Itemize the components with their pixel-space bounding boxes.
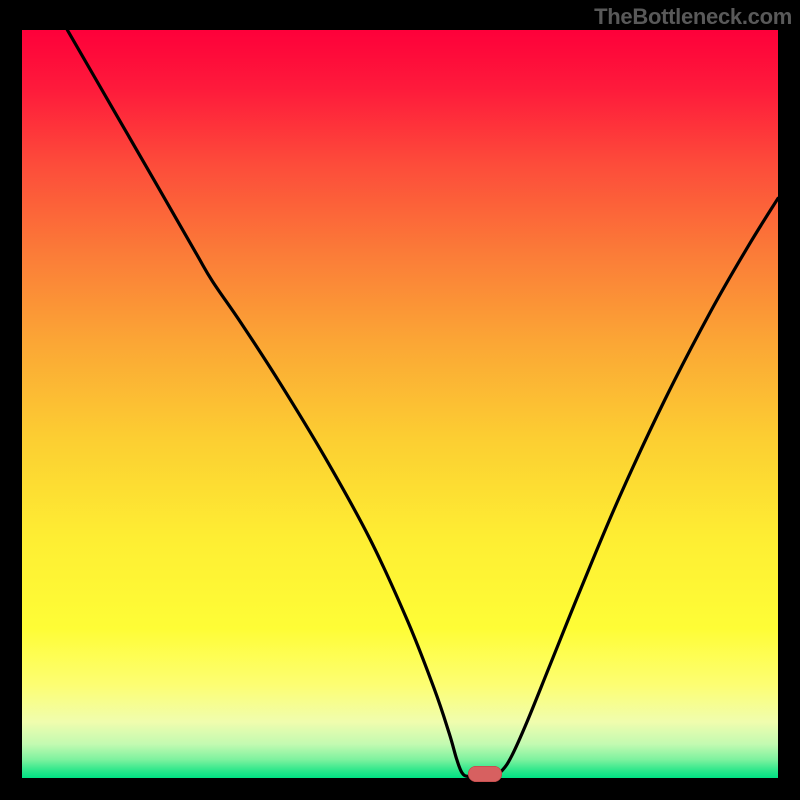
bottleneck-marker [468,766,502,782]
chart-container: { "watermark": "TheBottleneck.com", "lay… [0,0,800,800]
plot-area [22,30,778,778]
bottleneck-curve [22,30,778,778]
watermark-text: TheBottleneck.com [594,4,792,30]
